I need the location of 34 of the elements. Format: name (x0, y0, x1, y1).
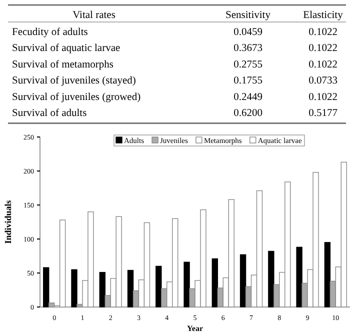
y-axis-title: Individuals (3, 200, 13, 244)
bar (296, 246, 302, 308)
text: 0.0459 (234, 27, 262, 38)
text: 0.1755 (234, 76, 262, 87)
text: 0.6200 (234, 108, 262, 119)
bar (324, 242, 331, 308)
text: 0.2755 (234, 59, 262, 70)
category-label: Survival of metamorphs (12, 59, 114, 70)
bar (99, 272, 106, 308)
category-label: Fecudity of adults (12, 27, 88, 38)
bar (156, 266, 162, 308)
bar (212, 258, 218, 308)
category-label: Survival of juveniles (growed) (12, 92, 141, 103)
category-label: Survival of aquatic larvae (12, 43, 120, 54)
text: 0.1022 (308, 27, 338, 38)
text: 0.3673 (234, 43, 262, 54)
category-label: Sensitivity (226, 10, 272, 21)
text: 0.1022 (308, 43, 338, 54)
category-label: Survival of juveniles (stayed) (12, 76, 136, 87)
bar (268, 250, 274, 308)
text: 0.0733 (308, 76, 338, 87)
category-label: Vital rates (72, 10, 116, 21)
bar (71, 269, 78, 308)
category-label: Survival of adults (12, 108, 87, 119)
text: 0.2449 (234, 92, 262, 103)
text: 0.5177 (308, 108, 338, 119)
bar (127, 270, 134, 308)
x-axis-title: Year (187, 324, 204, 333)
bar (43, 267, 50, 308)
text: 0.1022 (308, 92, 338, 103)
category-label: Elasticity (303, 10, 344, 21)
bar (184, 262, 190, 308)
text: 0.1022 (308, 59, 338, 70)
bar (240, 254, 246, 308)
